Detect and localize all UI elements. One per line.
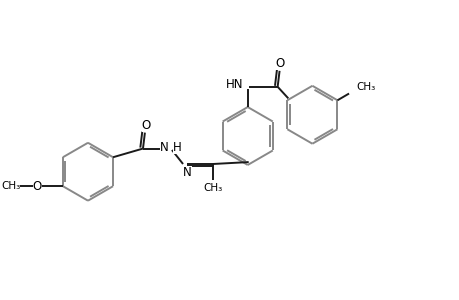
Text: O: O <box>33 180 42 193</box>
Text: CH₃: CH₃ <box>1 181 20 191</box>
Text: N: N <box>183 166 191 179</box>
Text: O: O <box>141 119 151 132</box>
Text: CH₃: CH₃ <box>203 183 222 193</box>
Text: HN: HN <box>226 78 243 91</box>
Text: N: N <box>160 141 168 154</box>
Text: H: H <box>173 141 181 154</box>
Text: O: O <box>275 57 284 70</box>
Text: CH₃: CH₃ <box>356 82 375 92</box>
